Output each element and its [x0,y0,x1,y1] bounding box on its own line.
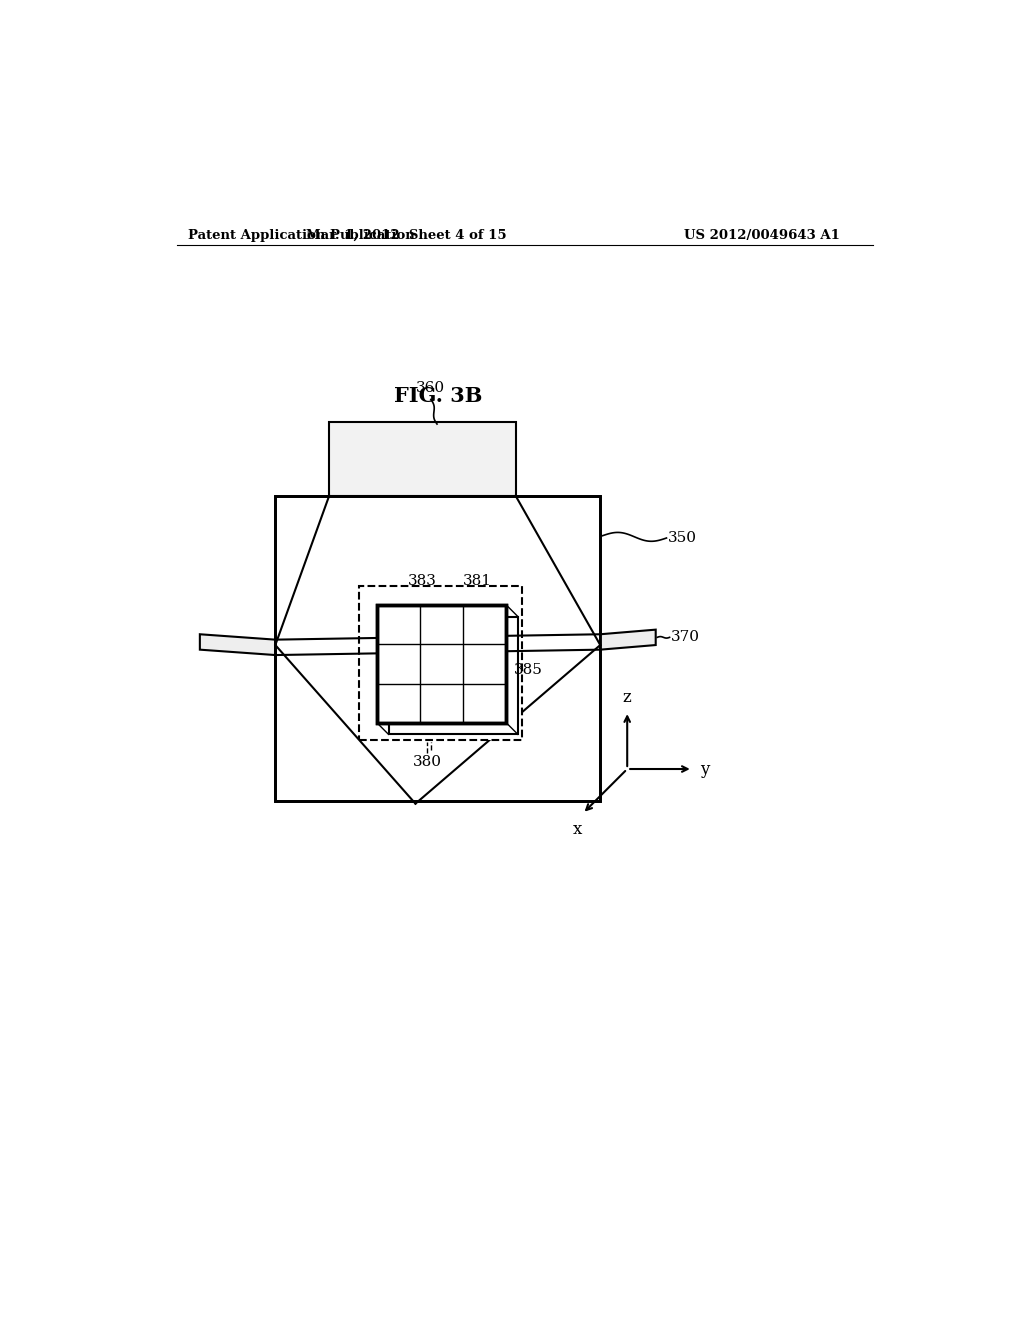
Text: 381: 381 [463,574,493,589]
Bar [377,605,506,723]
Text: 350: 350 [668,531,697,545]
Polygon shape [600,630,655,649]
Text: 383: 383 [408,574,436,589]
Bar [275,496,600,801]
Text: y: y [700,760,710,777]
Text: 385: 385 [514,664,543,677]
Text: FIG. 3B: FIG. 3B [394,385,482,405]
Polygon shape [200,635,275,655]
Text: 380: 380 [413,755,441,770]
Text: Patent Application Publication: Patent Application Publication [188,230,415,243]
Bar [275,496,600,801]
Text: Mar. 1, 2012  Sheet 4 of 15: Mar. 1, 2012 Sheet 4 of 15 [306,230,507,243]
Text: US 2012/0049643 A1: US 2012/0049643 A1 [684,230,840,243]
Polygon shape [330,422,515,496]
Bar [388,616,518,734]
Bar [359,586,521,739]
Text: 370: 370 [671,631,700,644]
Bar [377,605,506,723]
Text: 360: 360 [417,380,445,395]
Text: x: x [573,821,583,838]
Text: z: z [623,689,632,706]
